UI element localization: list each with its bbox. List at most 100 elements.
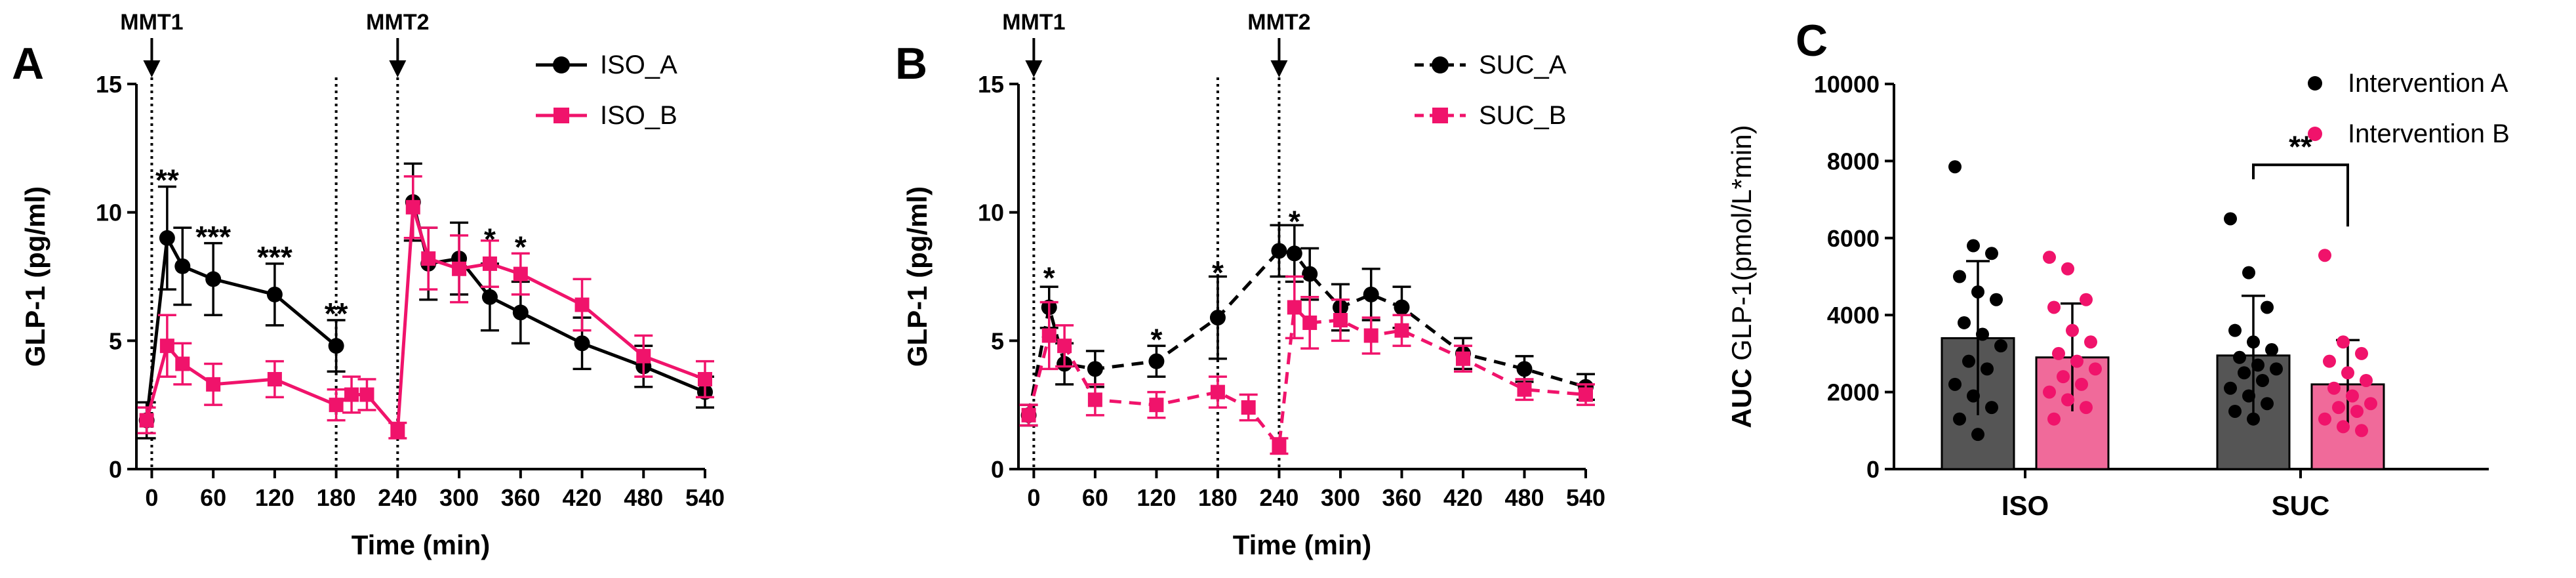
significance-star: *: [1043, 260, 1055, 295]
y-tick-label: 10: [96, 199, 122, 226]
data-point-ISO_A: [328, 338, 344, 354]
individual-point: [2224, 381, 2237, 395]
individual-point: [2043, 251, 2056, 264]
significance-star: ***: [195, 220, 231, 254]
data-point-SUC_B: [1057, 339, 1072, 354]
individual-point: [1981, 362, 1994, 376]
individual-point: [2251, 358, 2264, 372]
individual-point: [2242, 389, 2255, 403]
data-point-ISO_B: [359, 387, 374, 402]
x-tick-label: 180: [1198, 484, 1238, 511]
data-point-SUC_B: [1149, 398, 1164, 413]
x-tick-label: 240: [1259, 484, 1298, 511]
individual-point: [1976, 327, 1989, 341]
individual-point: [2061, 393, 2074, 407]
data-point-ISO_B: [421, 251, 436, 266]
x-tick-label: 120: [1137, 484, 1176, 511]
data-point-ISO_B: [513, 266, 528, 281]
significance-star: **: [155, 163, 179, 197]
data-point-ISO_B: [206, 377, 221, 392]
individual-point: [2052, 346, 2065, 360]
y-tick-label: 15: [978, 71, 1004, 98]
y-axis-label: GLP-1 (pg/ml): [20, 186, 50, 367]
legend-marker: [1432, 56, 1449, 73]
individual-point: [1953, 412, 1966, 426]
x-tick-label: 420: [563, 484, 602, 511]
data-point-SUC_A: [1286, 245, 1302, 262]
individual-point: [1994, 339, 2007, 353]
legend-marker: [2308, 127, 2322, 141]
y-axis-label: GLP-1 (pg/ml): [902, 186, 933, 367]
x-tick-label: 360: [501, 484, 540, 511]
y-tick-label: 5: [109, 327, 122, 354]
individual-point: [1958, 316, 1971, 329]
individual-point: [2061, 262, 2074, 276]
individual-point: [2224, 212, 2237, 226]
data-point-ISO_B: [452, 261, 467, 276]
x-tick-label: 60: [1082, 484, 1108, 511]
individual-point: [2247, 335, 2260, 349]
data-point-SUC_B: [1302, 315, 1318, 330]
individual-point: [2364, 397, 2377, 411]
individual-point: [1967, 389, 1980, 403]
y-tick-label: 0: [1866, 456, 1880, 483]
individual-point: [2238, 366, 2251, 380]
y-tick-label: 15: [96, 71, 122, 98]
individual-point: [2261, 300, 2274, 314]
individual-point: [2337, 335, 2350, 349]
x-tick-label: 360: [1382, 484, 1421, 511]
individual-point: [2318, 249, 2331, 262]
individual-point: [2084, 335, 2097, 349]
individual-point: [2261, 397, 2274, 411]
legend-label: Intervention A: [2348, 69, 2508, 98]
data-point-SUC_A: [1271, 243, 1287, 259]
data-point-ISO_B: [267, 372, 282, 387]
data-point-SUC_A: [1363, 286, 1379, 302]
mmt-arrow-head: [389, 60, 407, 77]
individual-point: [2075, 377, 2088, 391]
data-point-SUC_B: [1363, 328, 1379, 343]
series-line-ISO_A: [145, 232, 338, 421]
x-tick-label: 0: [145, 484, 158, 511]
x-axis-label: Time (min): [1233, 529, 1372, 560]
data-point-SUC_B: [1210, 384, 1225, 400]
individual-point: [2332, 401, 2345, 415]
x-tick-label: 300: [439, 484, 479, 511]
y-tick-label: 6000: [1827, 225, 1880, 252]
individual-point: [2256, 373, 2269, 387]
legend-marker: [2308, 76, 2322, 91]
individual-point: [2360, 373, 2373, 387]
x-tick-label: 60: [200, 484, 226, 511]
y-axis-label: AUC GLP-1(pmol/L*min): [1726, 125, 1757, 428]
x-tick-label: 480: [1504, 484, 1544, 511]
data-point-ISO_A: [159, 230, 175, 246]
individual-point: [2070, 354, 2083, 368]
mmt-arrow-head: [1270, 60, 1288, 77]
data-point-ISO_B: [344, 387, 359, 402]
individual-point: [2043, 385, 2056, 399]
data-point-ISO_A: [481, 289, 498, 305]
legend-label: ISO_A: [600, 51, 677, 79]
significance-star: *: [515, 230, 527, 264]
x-tick-label: 540: [685, 484, 725, 511]
data-point-ISO_B: [390, 423, 405, 438]
panel-letter-a: A: [12, 39, 44, 89]
data-point-SUC_A: [1087, 361, 1103, 377]
individual-point: [2057, 370, 2070, 384]
significance-star: *: [1150, 322, 1162, 356]
individual-point: [2080, 401, 2093, 415]
legend-label: ISO_B: [600, 101, 677, 130]
significance-star: *: [1289, 204, 1300, 238]
individual-point: [2265, 343, 2278, 357]
data-point-SUC_B: [1579, 387, 1593, 402]
individual-point: [1953, 270, 1966, 283]
individual-point: [1967, 239, 1980, 253]
data-point-SUC_A: [1148, 353, 1165, 369]
y-tick-label: 0: [991, 456, 1004, 483]
individual-point: [2346, 389, 2359, 403]
legend-label: Intervention B: [2348, 119, 2510, 148]
mmt-arrow-head: [1025, 60, 1043, 77]
y-tick-label: 10: [978, 199, 1004, 226]
individual-point: [2323, 354, 2336, 368]
